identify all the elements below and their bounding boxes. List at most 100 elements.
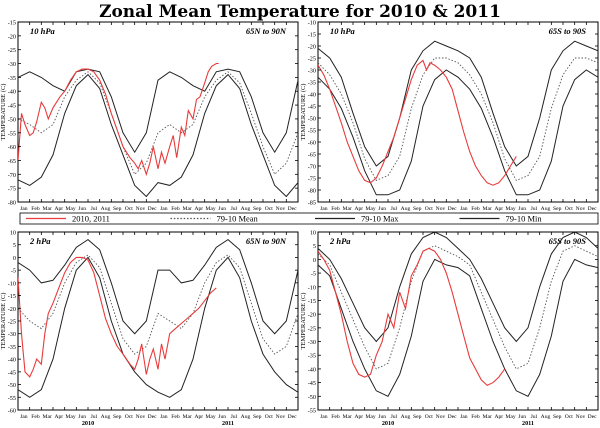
series-max-line — [318, 232, 598, 343]
x-tick-label: Aug — [241, 414, 251, 420]
x-tick-label: Jul — [531, 414, 538, 420]
x-tick-label: Mar — [183, 206, 192, 212]
x-tick-label: Aug — [401, 206, 411, 212]
x-tick-label: Dec — [448, 206, 458, 212]
x-tick-label: Nov — [136, 414, 146, 420]
chart-panel-2: -85 -80 -75 -70 -65 -60 -55 -50 -45 -40 -35 -30 -25 -… — [300, 20, 599, 219]
y-tick-label: -15 — [8, 293, 16, 300]
series-max-line — [18, 68, 298, 154]
y-tick-label: -50 — [308, 394, 316, 401]
plot-frame — [17, 231, 299, 411]
legend: 2010, 2011 79-10 Mean 79-10 Max 79-10 Min — [19, 212, 599, 225]
y-tick-label: -10 — [8, 280, 16, 287]
y-tick-label: -35 — [8, 75, 16, 82]
x-tick-label: Feb — [331, 414, 340, 420]
x-tick-label: Feb — [171, 206, 180, 212]
y-axis-label: TEMPERATURE (C) — [300, 293, 307, 350]
x-tick-label: Mar — [483, 206, 492, 212]
y-tick-label: -30 — [308, 339, 316, 346]
x-tick-label: Oct — [265, 206, 274, 212]
region-label: 65N to 90N — [246, 236, 287, 246]
x-tick-label: Aug — [541, 206, 551, 212]
y-tick-label: -80 — [8, 200, 16, 207]
y-tick-label: -25 — [308, 325, 316, 332]
x-tick-label: Jul — [391, 206, 398, 212]
x-tick-label: Jan — [160, 206, 168, 212]
y-tick-label: -30 — [8, 331, 16, 338]
x-tick-label: Feb — [171, 414, 180, 420]
legend-label: 79-10 Mean — [217, 214, 259, 224]
x-tick-label: Aug — [101, 206, 111, 212]
y-tick-label: 10 — [10, 230, 16, 237]
y-tick-label: -75 — [308, 176, 316, 183]
y-tick-label: -35 — [8, 344, 16, 351]
y-tick-label: 0 — [13, 255, 16, 262]
y-tick-label: -25 — [308, 56, 316, 63]
x-tick-label: Oct — [265, 414, 274, 420]
x-tick-label: Feb — [331, 206, 340, 212]
x-tick-label: Apr — [194, 206, 203, 212]
x-tick-label: Sep — [113, 414, 122, 420]
y-tick-label: 5 — [13, 242, 16, 249]
y-axis-label: TEMPERATURE (C) — [0, 84, 7, 141]
y-tick-label: -55 — [308, 128, 316, 135]
x-tick-label: Jun — [78, 414, 86, 420]
x-tick-label: Jan — [160, 414, 168, 420]
plot-area — [18, 62, 298, 198]
x-tick-label: Jun — [518, 414, 526, 420]
y-tick-label: -20 — [8, 33, 16, 40]
y-tick-label: -40 — [8, 89, 16, 96]
chart-panel-4: -55-50-45-40-35-30-25-20-15-10-50510TEMP… — [300, 230, 599, 427]
pressure-label: 2 hPa — [329, 236, 351, 246]
x-tick-label: Jul — [231, 206, 238, 212]
y-tick-label: -25 — [8, 47, 16, 54]
x-tick-label: May — [205, 414, 215, 420]
chart-panel-1: -80 -75 -70 -65 -60 -55 -50 -45 -40 -35 -30 -25 -20 -… — [0, 20, 299, 219]
x-tick-label: May — [65, 206, 75, 212]
x-tick-label: Jul — [531, 206, 538, 212]
x-tick-label: Nov — [136, 206, 146, 212]
x-tick-label: Oct — [565, 206, 574, 212]
y-tick-label: -40 — [308, 366, 316, 373]
pressure-label: 2 hPa — [29, 236, 51, 246]
x-tick-label: Jun — [78, 206, 86, 212]
series-mean-line — [18, 254, 298, 355]
y-tick-label: -55 — [8, 130, 16, 137]
y-tick-label: -35 — [308, 353, 316, 360]
series-observed-line — [318, 59, 517, 186]
x-tick-label: Aug — [101, 414, 111, 420]
x-tick-label: Sep — [113, 206, 122, 212]
legend-box — [19, 212, 599, 225]
series-max-line — [318, 40, 598, 167]
y-tick-label: -35 — [308, 80, 316, 87]
x-tick-label: Nov — [276, 414, 286, 420]
x-tick-label: Jul — [91, 414, 98, 420]
x-tick-label: Sep — [413, 206, 422, 212]
x-tick-label: Nov — [276, 206, 286, 212]
y-tick-label: -20 — [8, 306, 16, 313]
x-tick-label: Dec — [148, 206, 158, 212]
y-tick-label: -25 — [8, 319, 16, 326]
y-axis-label: TEMPERATURE (C) — [300, 84, 307, 141]
y-tick-label: -50 — [8, 116, 16, 123]
series-observed-line — [18, 62, 219, 177]
plot-area — [318, 232, 598, 397]
x-tick-label: Jun — [218, 414, 226, 420]
legend-label: 79-10 Max — [361, 214, 399, 224]
x-tick-label: Jan — [460, 206, 468, 212]
x-tick-label: Apr — [54, 206, 63, 212]
x-tick-label: Dec — [288, 414, 298, 420]
y-tick-label: -40 — [308, 92, 316, 99]
series-min-line — [18, 256, 298, 398]
x-tick-label: Dec — [588, 206, 598, 212]
y-tick-label: -50 — [308, 116, 316, 123]
x-tick-label: Apr — [354, 206, 363, 212]
y-tick-label: -70 — [308, 164, 316, 171]
y-tick-label: -5 — [11, 268, 16, 275]
y-tick-label: -45 — [308, 104, 316, 111]
y-tick-label: -60 — [8, 408, 16, 415]
x-tick-label: Jan — [320, 414, 328, 420]
y-tick-label: -45 — [308, 380, 316, 387]
x-tick-label: Sep — [253, 206, 262, 212]
